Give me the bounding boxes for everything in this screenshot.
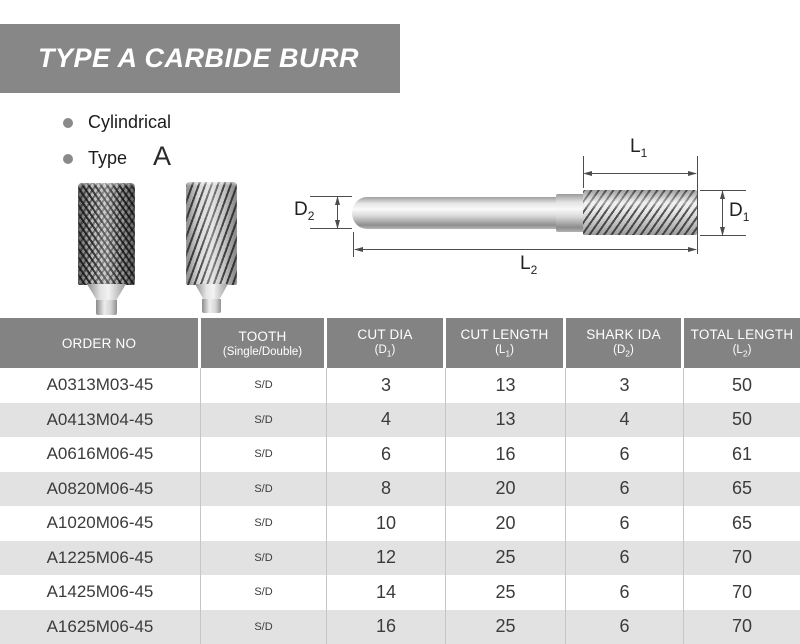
table-row: A0313M03-45 S/D 3 13 3 50 xyxy=(0,368,800,403)
table-row: A1225M06-45 S/D 12 25 6 70 xyxy=(0,540,800,575)
order-no-cell: A1425M06-45 xyxy=(0,575,201,610)
cut-length-cell: 20 xyxy=(446,506,566,541)
diagram-shank xyxy=(352,197,558,229)
cut-dia-cell: 3 xyxy=(327,368,446,403)
column-header-cut-length: CUT LENGTH (L1) xyxy=(446,318,566,368)
table-row: A1425M06-45 S/D 14 25 6 70 xyxy=(0,575,800,610)
total-length-cell: 50 xyxy=(731,374,753,395)
total-length-cell: 70 xyxy=(731,547,753,568)
total-length-cell: 70 xyxy=(731,581,753,602)
table-row: A0413M04-45 S/D 4 13 4 50 xyxy=(0,402,800,437)
cut-length-cell: 25 xyxy=(446,609,566,644)
shank-dia-cell: 6 xyxy=(566,471,684,506)
type-label: Type xyxy=(88,148,128,168)
shank-dia-cell: 6 xyxy=(566,506,684,541)
double-cut-burr-neck xyxy=(87,284,126,301)
single-cut-burr-shank xyxy=(202,299,221,313)
tooth-cell: S/D xyxy=(201,402,327,437)
dim-label-cut-dia: D1 xyxy=(729,200,750,224)
cut-length-cell: 13 xyxy=(446,368,566,403)
tooth-cell: S/D xyxy=(201,540,327,575)
order-no-cell: A0820M06-45 xyxy=(0,471,201,506)
tooth-cell: S/D xyxy=(201,368,327,403)
cut-dia-cell: 10 xyxy=(327,506,446,541)
tooth-cell: S/D xyxy=(201,437,327,472)
cut-length-cell: 25 xyxy=(446,575,566,610)
shank-dia-cell: 4 xyxy=(566,402,684,437)
cut-length-cell: 16 xyxy=(446,437,566,472)
table-body: A0313M03-45 S/D 3 13 3 50 A0413M04-45 S/D 4 13 4 50… xyxy=(0,368,800,644)
diagram-cutter-head xyxy=(583,190,697,235)
dim-label-shank-dia: D2 xyxy=(294,199,315,223)
column-header-total-length: TOTAL LENGTH (L2) xyxy=(690,327,794,359)
bullet-icon xyxy=(63,118,73,128)
shank-dia-cell: 6 xyxy=(566,540,684,575)
dimension-lines xyxy=(310,156,746,257)
order-no-cell: A0313M03-45 xyxy=(0,368,201,403)
order-no-cell: A1625M06-45 xyxy=(0,609,201,644)
page-title: TYPE A CARBIDE BURR xyxy=(38,43,360,73)
column-header-shank-dia: SHARK IDA (D2) xyxy=(566,318,684,368)
tooth-cell: S/D xyxy=(201,506,327,541)
cut-dia-cell: 12 xyxy=(327,540,446,575)
column-header-order-no: ORDER NO xyxy=(0,318,201,368)
shank-dia-cell: 6 xyxy=(566,575,684,610)
spec-table: ORDER NO TOOTH (Single/Double) CUT DIA (D1) C… xyxy=(0,318,800,644)
bullet-icon xyxy=(63,154,73,164)
dim-label-cut-length: L1 xyxy=(630,136,648,160)
type-value: A xyxy=(153,141,172,171)
order-no-cell: A0616M06-45 xyxy=(0,437,201,472)
cut-dia-cell: 14 xyxy=(327,575,446,610)
column-header-cut-dia: CUT DIA (D1) xyxy=(327,318,446,368)
cut-dia-cell: 4 xyxy=(327,402,446,437)
column-header-tooth: TOOTH (Single/Double) xyxy=(201,318,327,368)
single-cut-burr-neck xyxy=(195,284,228,300)
cut-dia-cell: 16 xyxy=(327,609,446,644)
total-length-cell: 50 xyxy=(731,409,753,430)
shank-dia-cell: 6 xyxy=(566,437,684,472)
table-header-row: ORDER NO TOOTH (Single/Double) CUT DIA (D1) C… xyxy=(0,318,800,368)
table-row: A1625M06-45 S/D 16 25 6 70 xyxy=(0,609,800,644)
single-cut-burr-photo xyxy=(186,182,237,285)
tooth-cell: S/D xyxy=(201,609,327,644)
total-length-cell: 70 xyxy=(731,616,753,637)
cut-length-cell: 25 xyxy=(446,540,566,575)
shank-dia-cell: 6 xyxy=(566,609,684,644)
tooth-cell: S/D xyxy=(201,575,327,610)
shape-label: Cylindrical xyxy=(88,112,172,132)
cut-length-cell: 13 xyxy=(446,402,566,437)
cut-dia-cell: 8 xyxy=(327,471,446,506)
double-cut-burr-photo xyxy=(78,183,135,285)
total-length-cell: 61 xyxy=(731,443,753,464)
table-row: A1020M06-45 S/D 10 20 6 65 xyxy=(0,506,800,541)
diagram-collar xyxy=(556,194,584,232)
shank-dia-cell: 3 xyxy=(566,368,684,403)
cut-length-cell: 20 xyxy=(446,471,566,506)
table-row: A0616M06-45 S/D 6 16 6 61 xyxy=(0,437,800,472)
order-no-cell: A1020M06-45 xyxy=(0,506,201,541)
dim-label-total-length: L2 xyxy=(520,253,538,277)
tooth-cell: S/D xyxy=(201,471,327,506)
table-row: A0820M06-45 S/D 8 20 6 65 xyxy=(0,471,800,506)
title-banner: TYPE A CARBIDE BURR xyxy=(0,24,400,93)
double-cut-burr-shank xyxy=(96,300,117,315)
order-no-cell: A0413M04-45 xyxy=(0,402,201,437)
cut-dia-cell: 6 xyxy=(327,437,446,472)
total-length-cell: 65 xyxy=(731,478,753,499)
order-no-cell: A1225M06-45 xyxy=(0,540,201,575)
dimension-diagram: L1 D2 D1 L2 xyxy=(280,130,800,290)
total-length-cell: 65 xyxy=(731,512,753,533)
